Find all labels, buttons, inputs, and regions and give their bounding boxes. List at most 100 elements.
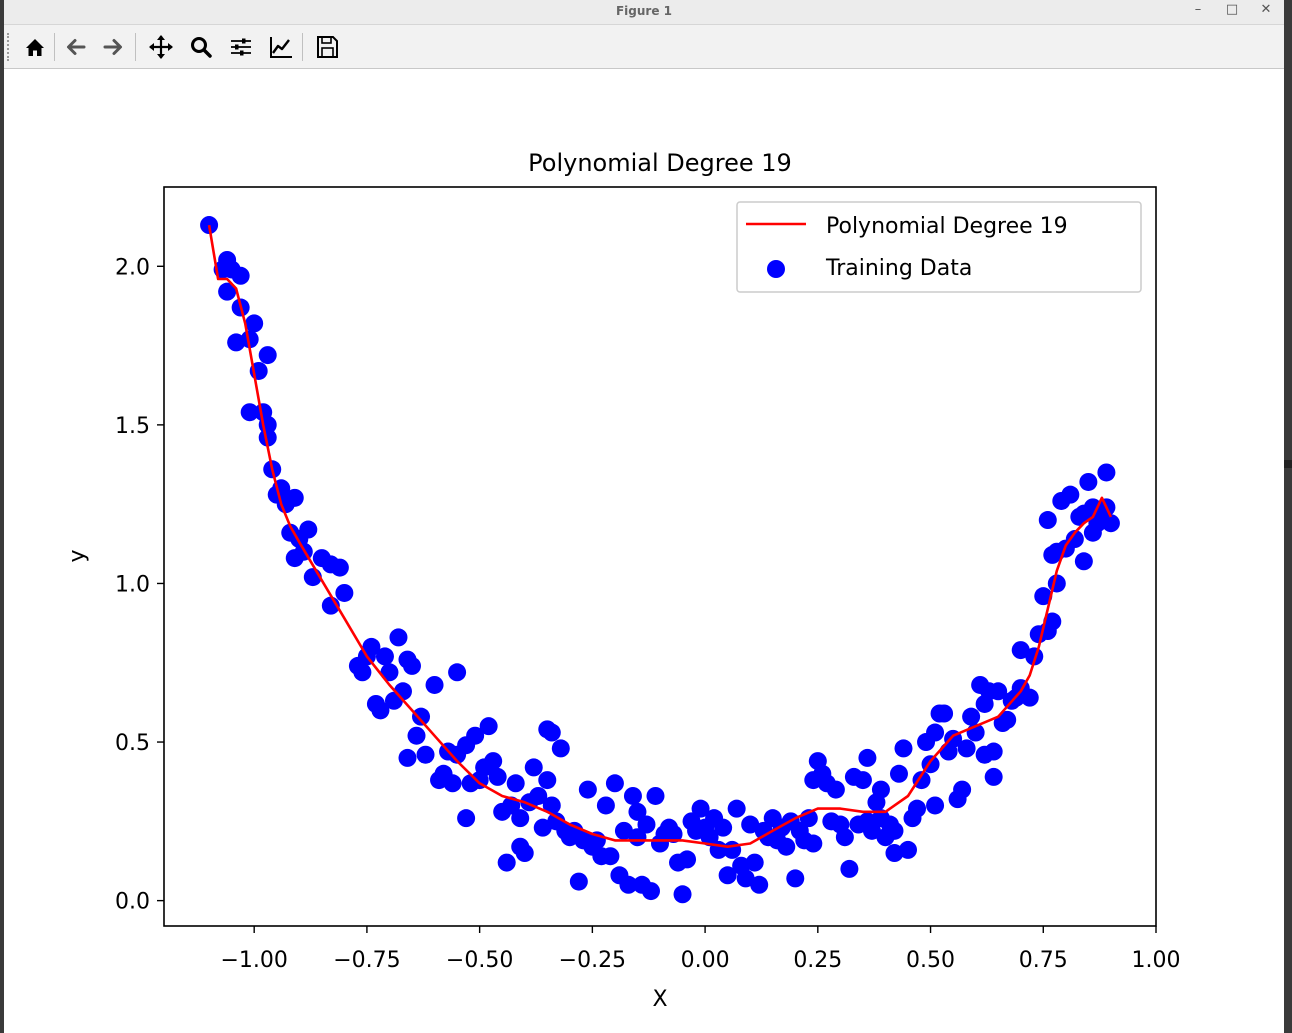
data-point: [551, 739, 570, 758]
data-point: [299, 520, 318, 539]
data-point: [908, 799, 927, 818]
data-point: [484, 752, 503, 771]
data-point: [926, 723, 945, 742]
data-point: [457, 809, 476, 828]
data-point: [258, 346, 277, 365]
toolbar-separator: [54, 33, 55, 61]
home-button[interactable]: [22, 34, 48, 60]
data-point: [673, 885, 692, 904]
data-point: [826, 780, 845, 799]
x-tick-label: 0.50: [906, 948, 955, 973]
data-point: [641, 882, 660, 901]
window-title: Figure 1: [615, 4, 673, 18]
data-point: [258, 428, 277, 447]
title-bar: Figure 1 – □ ✕: [4, 0, 1284, 25]
y-tick-label: 1.5: [115, 414, 150, 439]
data-point: [425, 675, 444, 694]
data-point: [926, 796, 945, 815]
data-point: [398, 748, 417, 767]
data-point: [1047, 574, 1066, 593]
data-point: [488, 767, 507, 786]
data-point: [497, 853, 516, 872]
close-button[interactable]: ✕: [1260, 2, 1272, 17]
data-point: [506, 774, 525, 793]
data-point: [533, 818, 552, 837]
forward-button[interactable]: [101, 34, 127, 60]
data-point: [840, 859, 859, 878]
data-point: [718, 866, 737, 885]
legend: Polynomial Degree 19 Training Data: [736, 201, 1142, 293]
data-point: [245, 314, 264, 333]
legend-label-training-data: Training Data: [825, 256, 972, 281]
data-point: [407, 726, 426, 745]
data-point: [448, 663, 467, 682]
x-axis-label: X: [652, 987, 667, 1012]
data-point: [714, 818, 733, 837]
data-point: [1025, 647, 1044, 666]
data-point: [777, 837, 796, 856]
x-tick-label: −0.25: [559, 948, 626, 973]
back-button[interactable]: [62, 34, 88, 60]
maximize-button[interactable]: □: [1225, 2, 1239, 17]
x-tick-label: −0.50: [446, 948, 513, 973]
zoom-button[interactable]: [188, 34, 214, 60]
data-point: [628, 802, 647, 821]
forward-arrow-icon: [103, 39, 122, 55]
minimize-button[interactable]: –: [1194, 2, 1202, 17]
data-point: [605, 774, 624, 793]
data-point: [989, 682, 1008, 701]
data-point: [935, 704, 954, 723]
data-point: [1074, 552, 1093, 571]
data-point: [664, 825, 683, 844]
data-point: [678, 850, 697, 869]
navigation-toolbar: [4, 25, 1284, 69]
data-point: [538, 771, 557, 790]
data-point: [736, 869, 755, 888]
edit-axis-button[interactable]: [268, 34, 294, 60]
data-point: [1061, 485, 1080, 504]
x-tick-label: −1.00: [220, 948, 287, 973]
data-point: [646, 786, 665, 805]
data-point: [285, 488, 304, 507]
y-tick-label: 0.0: [115, 890, 150, 915]
home-icon: [26, 39, 44, 56]
pan-move-icon: [149, 35, 173, 59]
toolbar-grip[interactable]: [7, 33, 13, 61]
pan-button[interactable]: [148, 34, 174, 60]
data-point: [786, 869, 805, 888]
configure-subplots-button[interactable]: [228, 34, 254, 60]
save-button[interactable]: [314, 34, 340, 60]
polynomial-fit-line: [207, 224, 1113, 848]
legend-box: [736, 201, 1142, 293]
data-point: [723, 840, 742, 859]
data-point: [885, 821, 904, 840]
data-point: [741, 815, 760, 834]
data-point: [412, 707, 431, 726]
toolbar-separator: [135, 33, 136, 61]
zoom-magnifier-icon: [191, 37, 212, 58]
data-point: [853, 771, 872, 790]
data-point: [858, 748, 877, 767]
data-point: [637, 815, 656, 834]
data-point: [623, 786, 642, 805]
data-point: [984, 767, 1003, 786]
data-point: [700, 828, 719, 847]
data-point: [1043, 612, 1062, 631]
data-point: [479, 717, 498, 736]
data-point: [362, 637, 381, 656]
configure-subplots-icon: [231, 38, 251, 56]
data-point: [889, 764, 908, 783]
data-point: [614, 821, 633, 840]
data-point: [515, 844, 534, 863]
data-point: [569, 872, 588, 891]
data-point: [885, 844, 904, 863]
chart-title: Polynomial Degree 19: [528, 149, 792, 177]
data-point: [1101, 514, 1120, 533]
data-point: [1097, 463, 1116, 482]
data-point: [957, 739, 976, 758]
data-point: [596, 796, 615, 815]
y-tick-label: 1.0: [115, 572, 150, 597]
x-tick-label: 0.00: [681, 948, 730, 973]
data-point: [1034, 587, 1053, 606]
